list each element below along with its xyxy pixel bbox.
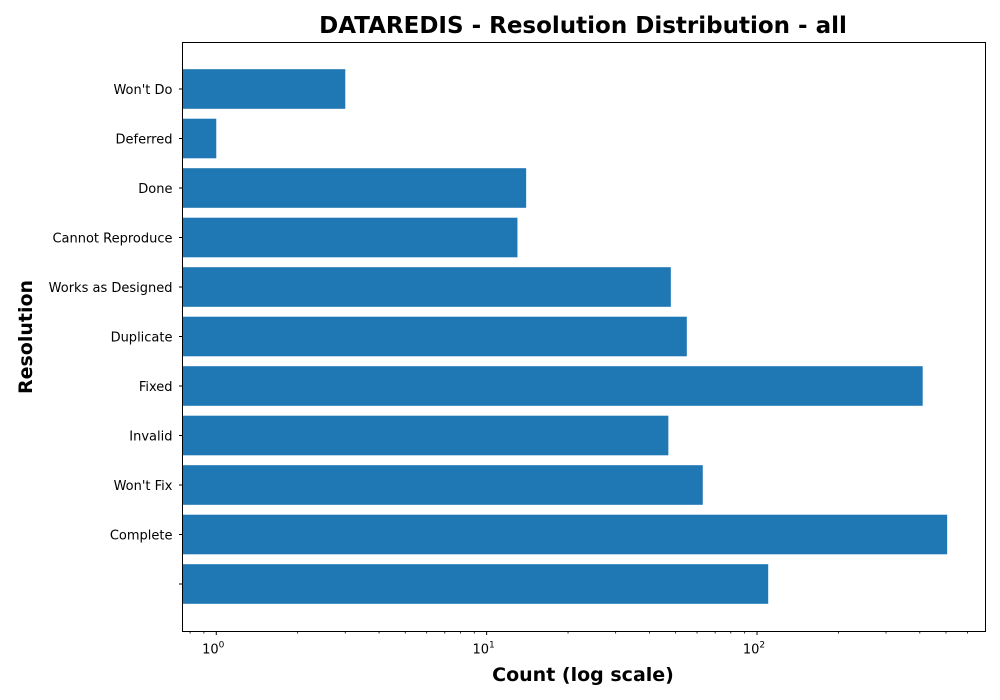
y-tick-label: Complete: [110, 529, 173, 544]
x-tick-exponent: 2: [759, 641, 765, 651]
y-axis-title: Resolution: [15, 280, 37, 394]
bar: [182, 564, 769, 604]
bar: [182, 415, 669, 456]
bar: [182, 69, 346, 109]
y-tick-label: Duplicate: [111, 331, 173, 346]
y-tick-label: Invalid: [129, 430, 172, 445]
bar: [182, 118, 217, 159]
x-tick-exponent: 1: [489, 641, 495, 651]
x-tick-exponent: 0: [219, 641, 225, 651]
bar: [182, 168, 527, 208]
plot-frame: [182, 42, 986, 632]
y-tick-label: Cannot Reproduce: [52, 232, 172, 247]
bar: [182, 267, 671, 307]
x-tick-label: 101: [473, 641, 495, 658]
y-tick-label: Works as Designed: [49, 281, 173, 296]
y-tick-label: Won't Fix: [114, 479, 173, 494]
y-axis-ticks: Won't Do Deferred Done Cannot Reproduce Work…: [49, 83, 183, 585]
bar: [182, 217, 518, 258]
bar: [182, 465, 703, 505]
y-tick-label: Won't Do: [113, 83, 172, 98]
y-tick-label: Fixed: [139, 380, 173, 395]
x-tick-label: 100: [202, 641, 225, 658]
bar: [182, 316, 687, 357]
x-axis-ticks: 100 101 102: [189, 631, 968, 658]
y-tick-label: Done: [138, 182, 172, 197]
chart-title: DATAREDIS - Resolution Distribution - al…: [319, 13, 847, 39]
bars-group: [182, 69, 948, 604]
bar: [182, 366, 923, 406]
bar: [182, 514, 948, 555]
y-tick-label: Deferred: [115, 133, 172, 148]
x-axis-title: Count (log scale): [492, 664, 674, 686]
x-tick-label: 102: [743, 641, 765, 658]
